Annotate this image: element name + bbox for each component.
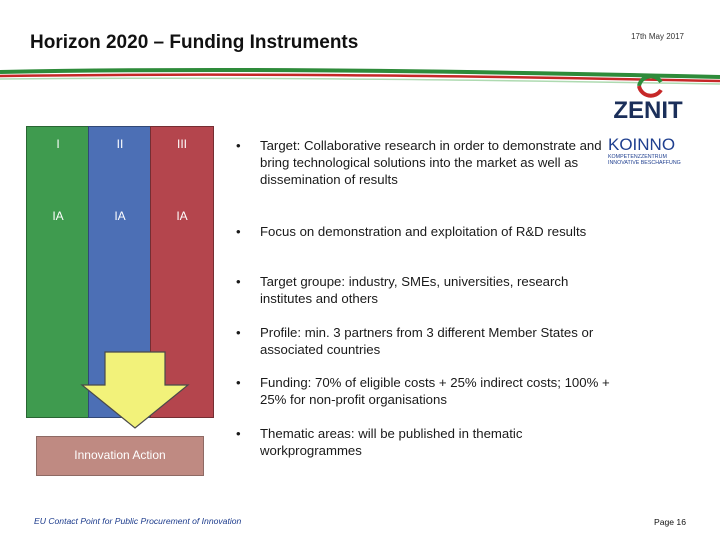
bullet-marker: • <box>236 426 241 441</box>
header-swoosh-decoration <box>0 67 720 85</box>
bullet-marker: • <box>236 138 241 153</box>
zenit-logo: ZENIT <box>613 74 683 124</box>
pillar-label: I <box>56 137 60 151</box>
bullet-text: Focus on demonstration and exploitation … <box>260 224 587 239</box>
down-arrow-icon <box>80 351 190 429</box>
koinno-logo-subtitle-2: INNOVATIVE BESCHAFFUNG <box>608 160 681 166</box>
innovation-action-box: Innovation Action <box>36 436 204 476</box>
footer-text: EU Contact Point for Public Procurement … <box>34 516 242 526</box>
zenit-logo-text: ZENIT <box>613 97 683 124</box>
bullet-text: Thematic areas: will be published in the… <box>260 426 523 458</box>
bullet-marker: • <box>236 375 241 390</box>
bullet-marker: • <box>236 325 241 340</box>
bullet-marker: • <box>236 274 241 289</box>
pillar-label: III <box>176 137 187 151</box>
instrument-label: IA <box>176 209 188 223</box>
koinno-logo-text: KOINNO <box>608 135 675 154</box>
bullet-marker: • <box>236 224 241 239</box>
bullet-text: Target groupe: industry, SMEs, universit… <box>260 274 569 306</box>
date-label: 17th May 2017 <box>631 32 684 41</box>
instrument-label: IA <box>114 209 126 223</box>
koinno-logo: KOINNO KOMPETENZZENTRUM INNOVATIVE BESCH… <box>608 135 681 166</box>
page-title: Horizon 2020 – Funding Instruments <box>30 32 359 53</box>
page-number: Page 16 <box>653 517 686 527</box>
pillar-column-3: III IA <box>150 126 214 418</box>
bullet-text: Target: Collaborative research in order … <box>260 138 602 187</box>
instrument-label: IA <box>52 209 64 223</box>
bullet-text: Funding: 70% of eligible costs + 25% ind… <box>260 375 610 407</box>
koinno-logo-subtitle-1: KOMPETENZZENTRUM <box>608 154 667 160</box>
bullet-text: Profile: min. 3 partners from 3 differen… <box>260 325 594 357</box>
pillar-column-1: I IA <box>26 126 90 418</box>
innovation-action-label: Innovation Action <box>74 448 166 462</box>
pillar-label: II <box>116 137 124 151</box>
